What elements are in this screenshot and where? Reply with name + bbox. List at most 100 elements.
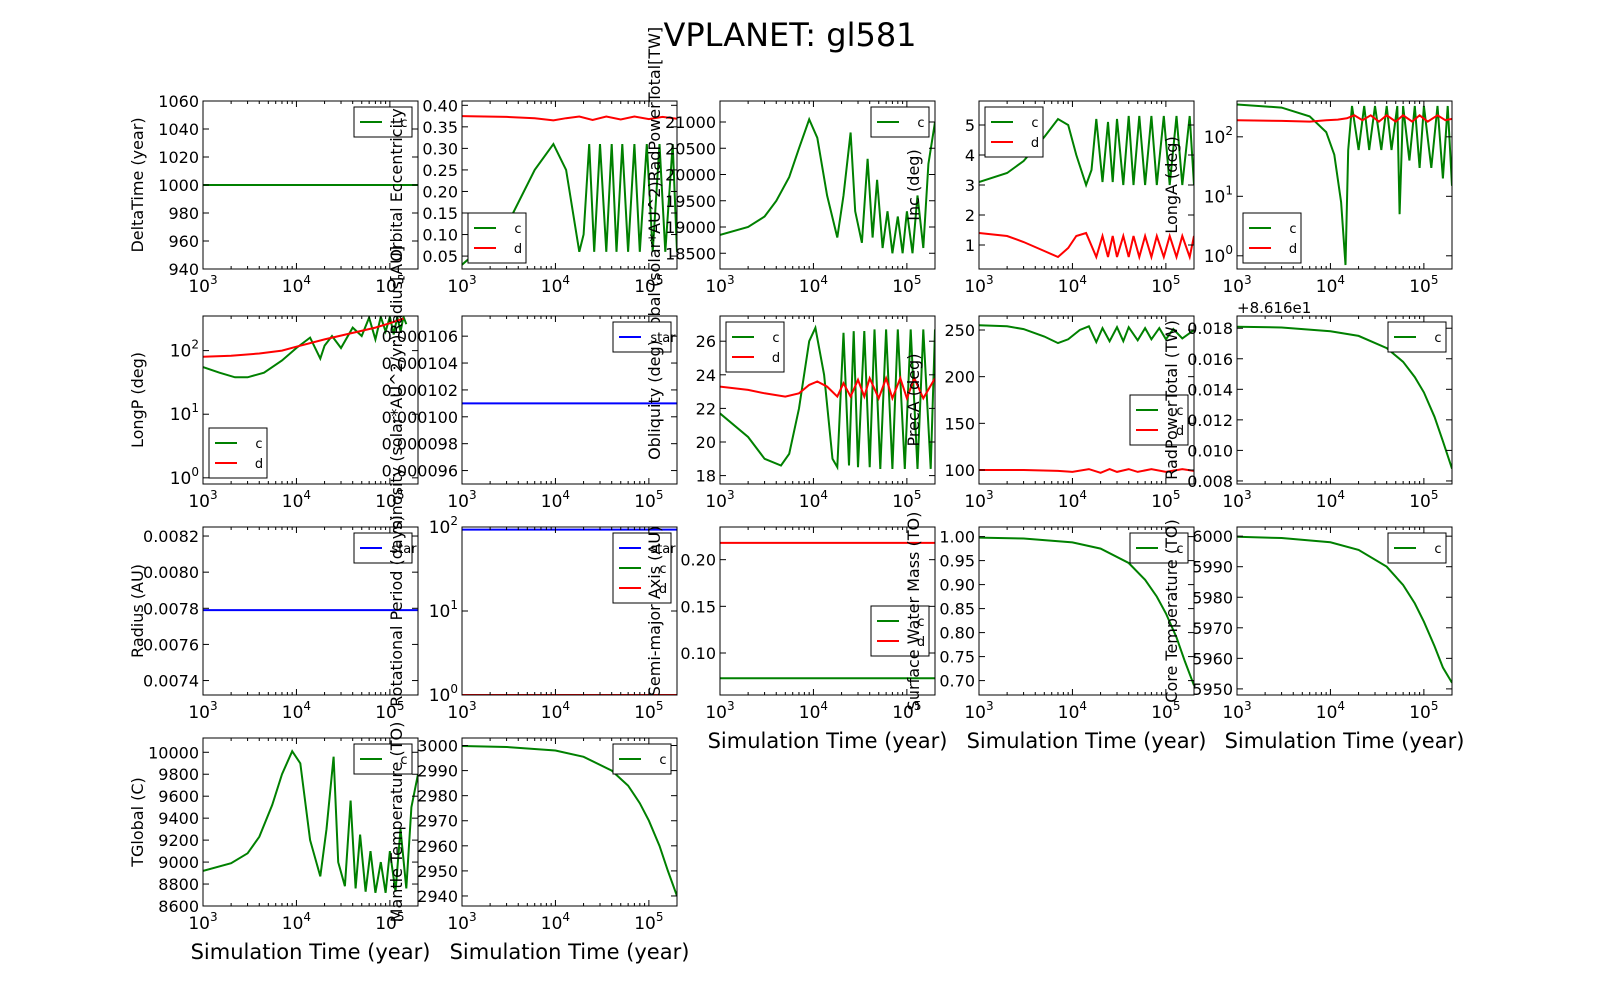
x-tick-label: 104 [1316, 699, 1345, 723]
x-tick-label: 103 [1222, 273, 1251, 297]
y-tick-label: 250 [944, 321, 975, 340]
x-tick-label: 105 [634, 910, 663, 934]
y-tick-label: 0.0082 [143, 527, 199, 546]
axes-frame [978, 526, 1195, 696]
y-tick-label: 0.0078 [143, 599, 199, 618]
series-line-c [1237, 325, 1452, 470]
subplot-semimajor: 103 104 105 0.10 0.15 0.20 Semi-major Axis (AU… [645, 526, 947, 753]
y-axis-label: PrecA (deg) [904, 354, 923, 447]
series-line-c [462, 142, 677, 266]
y-tick-label: 0.000098 [382, 435, 458, 454]
y-tick-label: 0.25 [422, 161, 458, 180]
legend-label-star: star [650, 542, 676, 557]
x-tick-label: 105 [634, 273, 663, 297]
series-line-d [979, 468, 1194, 474]
y-tick-label: 100 [170, 465, 199, 489]
y-tick-label: 102 [1204, 124, 1233, 148]
x-tick-label: 103 [447, 910, 476, 934]
legend-label-c: c [1176, 542, 1183, 557]
series-line-c [720, 116, 935, 254]
y-tick-label: 100 [429, 682, 458, 706]
y-tick-label: 5980 [1192, 588, 1233, 607]
y-tick-label: 0.90 [939, 576, 975, 595]
y-tick-label: 0.15 [422, 204, 458, 223]
y-tick-label: 1 [965, 236, 975, 255]
y-tick-label: 0.95 [939, 552, 975, 571]
y-tick-label: 0.000102 [382, 381, 458, 400]
axes-frame [461, 737, 678, 907]
y-tick-label: 2960 [417, 837, 458, 856]
x-tick-label: 104 [282, 910, 311, 934]
series-line-c [462, 745, 677, 897]
y-tick-label: 20 [696, 433, 716, 452]
y-tick-label: 0.10 [680, 644, 716, 663]
legend-box [1129, 394, 1189, 446]
axes-frame [1236, 526, 1453, 696]
y-tick-label: 0.30 [422, 139, 458, 158]
axes-frame [1236, 315, 1453, 485]
y-tick-label: 0.014 [1187, 380, 1233, 399]
y-axis-label: Core Temperature (TO) [1162, 519, 1181, 702]
legend-label-c: c [659, 753, 666, 768]
legend-label-d: d [917, 635, 925, 650]
y-tick-label: 0.40 [422, 96, 458, 115]
y-axis-label: Semi-major Axis (AU) [645, 526, 664, 697]
x-tick-label: 103 [447, 488, 476, 512]
y-tick-label: 2980 [417, 787, 458, 806]
y-tick-label: 1000 [158, 176, 199, 195]
x-tick-label: 105 [375, 273, 404, 297]
legend-label-d: d [1289, 242, 1297, 257]
x-tick-label: 103 [964, 273, 993, 297]
x-tick-label: 105 [1151, 273, 1180, 297]
y-tick-label: 8800 [158, 875, 199, 894]
x-tick-label: 103 [188, 488, 217, 512]
legend-box [467, 212, 527, 264]
y-tick-label: 1060 [158, 92, 199, 111]
x-tick-label: 104 [1316, 273, 1345, 297]
legend: c [1387, 532, 1447, 564]
y-tick-label: 2970 [417, 812, 458, 831]
axes-frame [202, 315, 419, 485]
x-tick-label: 105 [892, 488, 921, 512]
y-tick-label: 102 [170, 338, 199, 362]
y-tick-label: 0.15 [680, 597, 716, 616]
legend-label-c: c [514, 222, 521, 237]
y-tick-label: 0.85 [939, 600, 975, 619]
y-tick-label: 9600 [158, 787, 199, 806]
x-tick-label: 105 [634, 488, 663, 512]
y-tick-label: 18 [696, 467, 716, 486]
y-tick-label: 3000 [417, 737, 458, 756]
legend-label-c: c [1031, 116, 1038, 131]
x-tick-label: 104 [541, 273, 570, 297]
x-tick-label: 105 [1151, 488, 1180, 512]
x-tick-label: 103 [447, 273, 476, 297]
subplot-tglobal: 103 104 105 8600 8800 9000 9200 9400 9600 9800 100… [128, 737, 431, 964]
legend-label-c: c [255, 437, 262, 452]
subplot-radius: 103 104 105 0.0074 0.0076 0.0078 0.0080 0.0082 R… [128, 526, 419, 723]
x-tick-label: 105 [1409, 488, 1438, 512]
y-tick-label: 150 [944, 414, 975, 433]
y-tick-label: 9000 [158, 853, 199, 872]
axes-frame [719, 315, 936, 485]
y-tick-label: 0.80 [939, 624, 975, 643]
x-tick-label: 105 [375, 699, 404, 723]
y-axis-label: Radius (AU) [128, 564, 147, 658]
legend-label-c: c [1434, 331, 1441, 346]
legend: c [1129, 532, 1189, 564]
y-tick-label: 101 [170, 401, 199, 425]
x-tick-label: 105 [892, 273, 921, 297]
y-axis-label: DeltaTime (year) [128, 117, 147, 252]
y-tick-label: 0.10 [422, 226, 458, 245]
x-axis-label: Simulation Time (year) [191, 940, 431, 964]
legend-label-c: c [1434, 542, 1441, 557]
subplot-radpower: 103 104 105 0.008 0.010 0.012 0.014 0.016 0.018+… [1162, 299, 1453, 512]
legend-label-c: c [772, 331, 779, 346]
y-tick-label: 940 [168, 260, 199, 279]
y-tick-label: 5 [965, 116, 975, 135]
series-line-d [203, 317, 404, 358]
series-line-c [1237, 103, 1452, 266]
legend-label-c: c [917, 615, 924, 630]
series-line-c [979, 115, 1194, 189]
y-tick-label: 0.20 [680, 551, 716, 570]
